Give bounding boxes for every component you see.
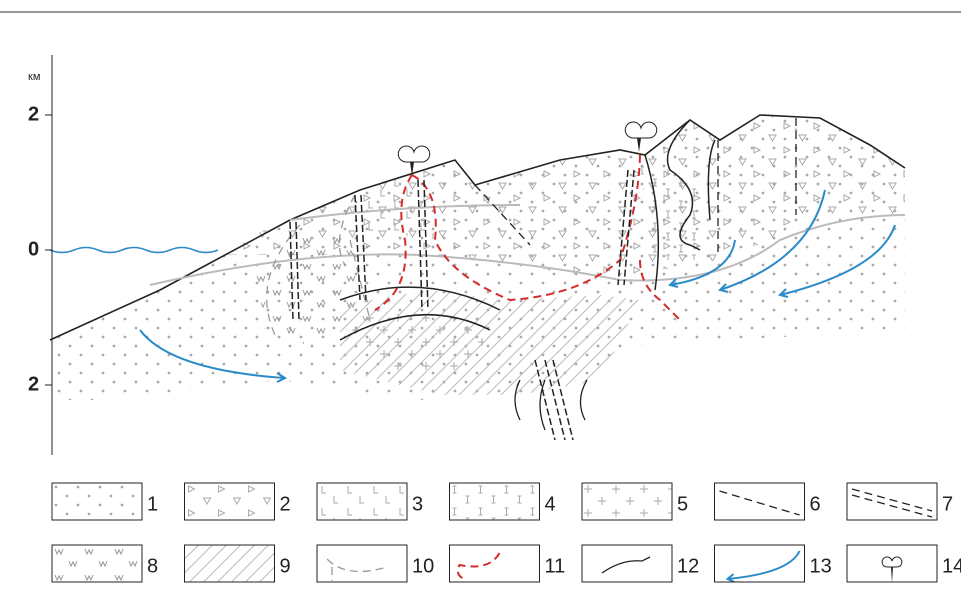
legend-label: 6 <box>810 493 821 515</box>
legend-label: 13 <box>810 555 832 577</box>
legend-label: 1 <box>147 493 158 515</box>
legend-swatch <box>715 545 805 582</box>
diagram: км 2 0 2 1234567891011121314 <box>0 0 961 600</box>
legend-label: 2 <box>280 493 291 515</box>
legend-swatch <box>185 483 275 520</box>
legend-swatch <box>52 483 142 520</box>
legend-swatch <box>715 483 805 520</box>
legend-item: 6 <box>715 483 821 520</box>
legend-item: 12 <box>582 545 699 582</box>
legend-label: 12 <box>677 555 699 577</box>
legend-swatch <box>847 545 937 582</box>
legend-label: 14 <box>942 555 961 577</box>
legend-item: 9 <box>185 545 291 582</box>
page: км 2 0 2 1234567891011121314 (() => { co… <box>0 0 961 600</box>
legend-swatch <box>450 483 540 520</box>
axis-label: 0 <box>28 238 39 260</box>
legend-label: 7 <box>942 493 953 515</box>
legend-label: 10 <box>412 555 434 577</box>
legend-item: 7 <box>847 483 953 520</box>
axis-label: 2 <box>28 373 39 395</box>
legend-item: 8 <box>52 545 158 582</box>
axis-label: 2 <box>28 103 39 125</box>
legend-item: 1 <box>52 483 158 520</box>
cross-section <box>50 115 905 440</box>
legend-item: 13 <box>715 545 832 582</box>
legend-label: 9 <box>280 555 291 577</box>
legend-label: 3 <box>412 493 423 515</box>
legend-item: 5 <box>582 483 688 520</box>
legend-swatch <box>317 483 407 520</box>
legend-swatch <box>317 545 407 582</box>
legend-swatch <box>847 483 937 520</box>
legend-swatch <box>185 545 275 582</box>
legend-item: 3 <box>317 483 423 520</box>
legend-swatch <box>582 483 672 520</box>
legend-swatch <box>582 545 672 582</box>
legend-swatch <box>450 545 540 582</box>
legend-label: 11 <box>545 555 566 577</box>
legend-item: 10 <box>317 545 434 582</box>
legend-label: 5 <box>677 493 688 515</box>
legend-item: 11 <box>450 545 566 582</box>
legend-item: 2 <box>185 483 291 520</box>
legend-label: 4 <box>545 493 556 515</box>
legend-swatch <box>52 545 142 582</box>
legend-item: 4 <box>450 483 556 520</box>
legend-label: 8 <box>147 555 158 577</box>
axis-unit: км <box>28 71 40 83</box>
legend-item: 14 <box>847 545 961 582</box>
